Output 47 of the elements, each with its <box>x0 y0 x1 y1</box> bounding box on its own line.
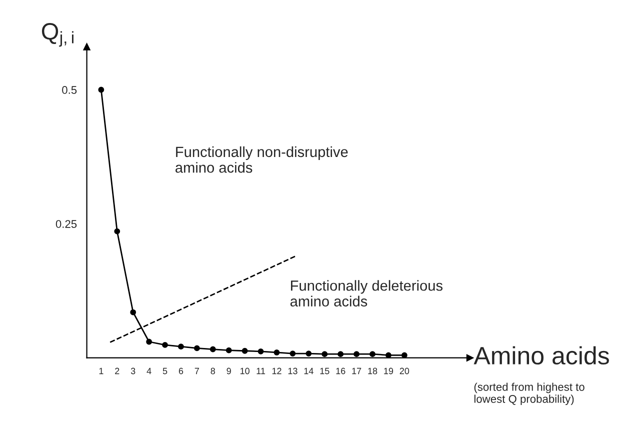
x-tick-label: 6 <box>178 368 184 374</box>
point <box>114 228 120 234</box>
point <box>354 351 360 358</box>
x-tick-label: 19 <box>384 368 394 374</box>
x-tick-label: 15 <box>320 368 330 374</box>
point <box>338 351 344 358</box>
x-tick-label: 4 <box>146 368 152 374</box>
x-tick-label: 7 <box>194 368 199 374</box>
x-tick-label: 16 <box>336 368 346 374</box>
x-tick-label: 9 <box>226 368 231 374</box>
point <box>226 347 232 354</box>
point <box>306 350 312 356</box>
point <box>98 86 104 93</box>
point <box>178 344 184 350</box>
point <box>194 345 200 352</box>
annotation: Functionally non-disruptive amino acids <box>176 146 348 173</box>
point <box>242 348 248 354</box>
point <box>401 352 408 358</box>
x-axis-title: Amino acids <box>474 346 609 365</box>
x-tick-label: 8 <box>210 368 216 374</box>
x-tick-label: 18 <box>368 368 378 374</box>
x-tick-label: 12 <box>272 368 282 374</box>
point <box>162 342 168 348</box>
x-tick-label: 10 <box>240 368 250 374</box>
x-tick-label: 2 <box>115 368 120 374</box>
x-tick-label: 14 <box>304 368 314 374</box>
annotation: Functionally deleterious amino acids <box>290 280 443 307</box>
y-tick-label: 0.5 <box>62 86 77 94</box>
point <box>322 351 328 358</box>
point <box>290 350 296 356</box>
point <box>274 350 280 356</box>
x-tick-label: 3 <box>130 368 136 374</box>
point <box>370 351 376 358</box>
text: (sorted from highest to lowest Q probability) <box>474 382 584 406</box>
x-tick-label: 13 <box>288 368 298 374</box>
y-tick-label: 0.25 <box>56 220 77 228</box>
x-tick-label: 17 <box>352 368 362 374</box>
x-tick-label: 20 <box>400 368 410 374</box>
x-tick-label: 1 <box>99 368 104 374</box>
point <box>258 348 264 354</box>
y-axis-title: Q$_{j,i}$ <box>42 23 74 47</box>
point <box>146 338 152 345</box>
x-tick-label: 11 <box>256 368 266 374</box>
point <box>130 309 136 316</box>
point <box>386 352 392 358</box>
point <box>210 346 216 352</box>
x-tick-label: 5 <box>162 368 168 374</box>
